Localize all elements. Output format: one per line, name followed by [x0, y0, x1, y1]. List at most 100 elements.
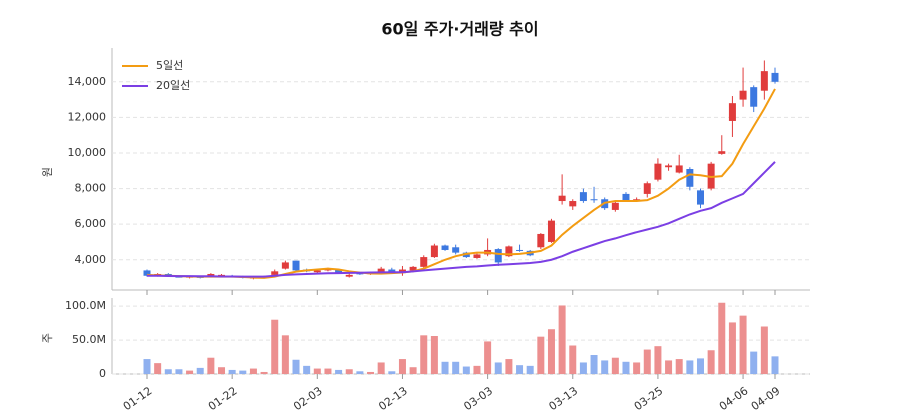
candle-body — [175, 276, 183, 278]
volume-bar — [409, 367, 417, 374]
volume-bar — [696, 358, 704, 374]
candle-body — [622, 193, 630, 201]
volume-bar — [164, 369, 172, 374]
volume-bar — [654, 346, 662, 374]
candle-body — [313, 270, 321, 273]
y-tick-label: 0 — [99, 367, 106, 380]
y-tick-label: 8,000 — [75, 182, 107, 195]
candle-body — [537, 233, 545, 248]
candle-body — [409, 266, 417, 271]
candle-body — [377, 268, 385, 274]
candle-body — [420, 257, 428, 267]
volume-bar — [249, 368, 257, 374]
candle-body — [590, 199, 598, 201]
x-tick-label: 03-03 — [461, 384, 495, 413]
candle-body — [579, 192, 587, 202]
legend-label: 5일선 — [156, 58, 183, 72]
candle-body — [335, 269, 343, 274]
volume-bar — [420, 335, 428, 374]
volume-bar — [484, 341, 492, 374]
volume-bar — [356, 371, 364, 374]
volume-bar — [728, 322, 736, 374]
candle-body — [665, 165, 673, 168]
volume-bar — [367, 371, 375, 374]
x-tick-label: 01-12 — [121, 384, 155, 413]
y-axis-label: 주 — [41, 333, 54, 343]
volume-bar — [196, 367, 204, 374]
candle-body — [345, 274, 353, 277]
chart-title: 60일 주가·거래량 추이 — [381, 20, 538, 39]
volume-bar — [398, 359, 406, 374]
candle-body — [728, 103, 736, 121]
candle-body — [547, 220, 555, 242]
volume-bar — [590, 355, 598, 374]
candle-body — [494, 249, 502, 263]
volume-bar — [643, 349, 651, 374]
volume-bar — [601, 360, 609, 374]
volume-bar — [611, 357, 619, 374]
y-axis-label: 원 — [41, 167, 54, 177]
y-tick-label: 6,000 — [75, 217, 107, 230]
volume-bar — [718, 302, 726, 374]
volume-bar — [707, 350, 715, 374]
volume-bar — [516, 365, 524, 374]
volume-bar — [526, 365, 534, 374]
volume-bar — [579, 362, 587, 374]
volume-bar — [228, 369, 236, 374]
candle-body — [505, 246, 513, 257]
volume-bar — [739, 315, 747, 374]
volume-bar — [292, 359, 300, 374]
volume-bar — [377, 362, 385, 374]
volume-bar — [569, 345, 577, 374]
y-tick-label: 50.0M — [72, 333, 106, 346]
volume-bar — [154, 363, 162, 374]
candle-body — [611, 202, 619, 210]
x-tick-label: 02-13 — [376, 384, 410, 413]
y-tick-label: 100.0M — [65, 299, 106, 312]
candle-body — [473, 254, 481, 258]
volume-bar — [143, 359, 151, 374]
volume-bar — [452, 361, 460, 374]
x-tick-label: 02-03 — [291, 384, 325, 413]
candle-body — [750, 87, 758, 107]
volume-bar — [441, 361, 449, 374]
volume-bar — [313, 368, 321, 374]
candle-body — [441, 245, 449, 250]
candle-body — [452, 247, 460, 253]
x-tick-label: 04-09 — [749, 384, 783, 413]
volume-bar — [260, 371, 268, 374]
volume-bar — [686, 360, 694, 374]
candle-body — [281, 262, 289, 269]
volume-bar — [430, 336, 438, 374]
x-tick-label: 03-13 — [547, 384, 581, 413]
volume-bar — [771, 356, 779, 374]
candle-body — [760, 71, 768, 91]
candle-body — [739, 90, 747, 100]
candle-body — [654, 163, 662, 180]
volume-bar — [207, 357, 215, 374]
candle-body — [143, 270, 151, 276]
y-tick-label: 12,000 — [68, 110, 107, 123]
volume-bar — [537, 336, 545, 374]
legend-label: 20일선 — [156, 78, 190, 92]
candle-body — [218, 274, 226, 276]
volume-bar — [462, 366, 470, 374]
volume-bar — [622, 361, 630, 374]
candle-body — [558, 195, 566, 202]
y-tick-label: 4,000 — [75, 253, 107, 266]
volume-bar — [494, 362, 502, 374]
candle-body — [771, 72, 779, 82]
candle-body — [271, 271, 279, 275]
volume-bar — [505, 359, 513, 374]
candle-body — [718, 151, 726, 154]
candle-body — [686, 169, 694, 187]
x-tick-label: 04-06 — [717, 384, 751, 413]
volume-bar — [218, 367, 226, 374]
volume-bar — [281, 335, 289, 374]
candle-body — [675, 165, 683, 173]
volume-bar — [760, 326, 768, 374]
volume-bar — [175, 369, 183, 374]
volume-bar — [665, 360, 673, 374]
x-tick-label: 03-25 — [632, 384, 666, 413]
